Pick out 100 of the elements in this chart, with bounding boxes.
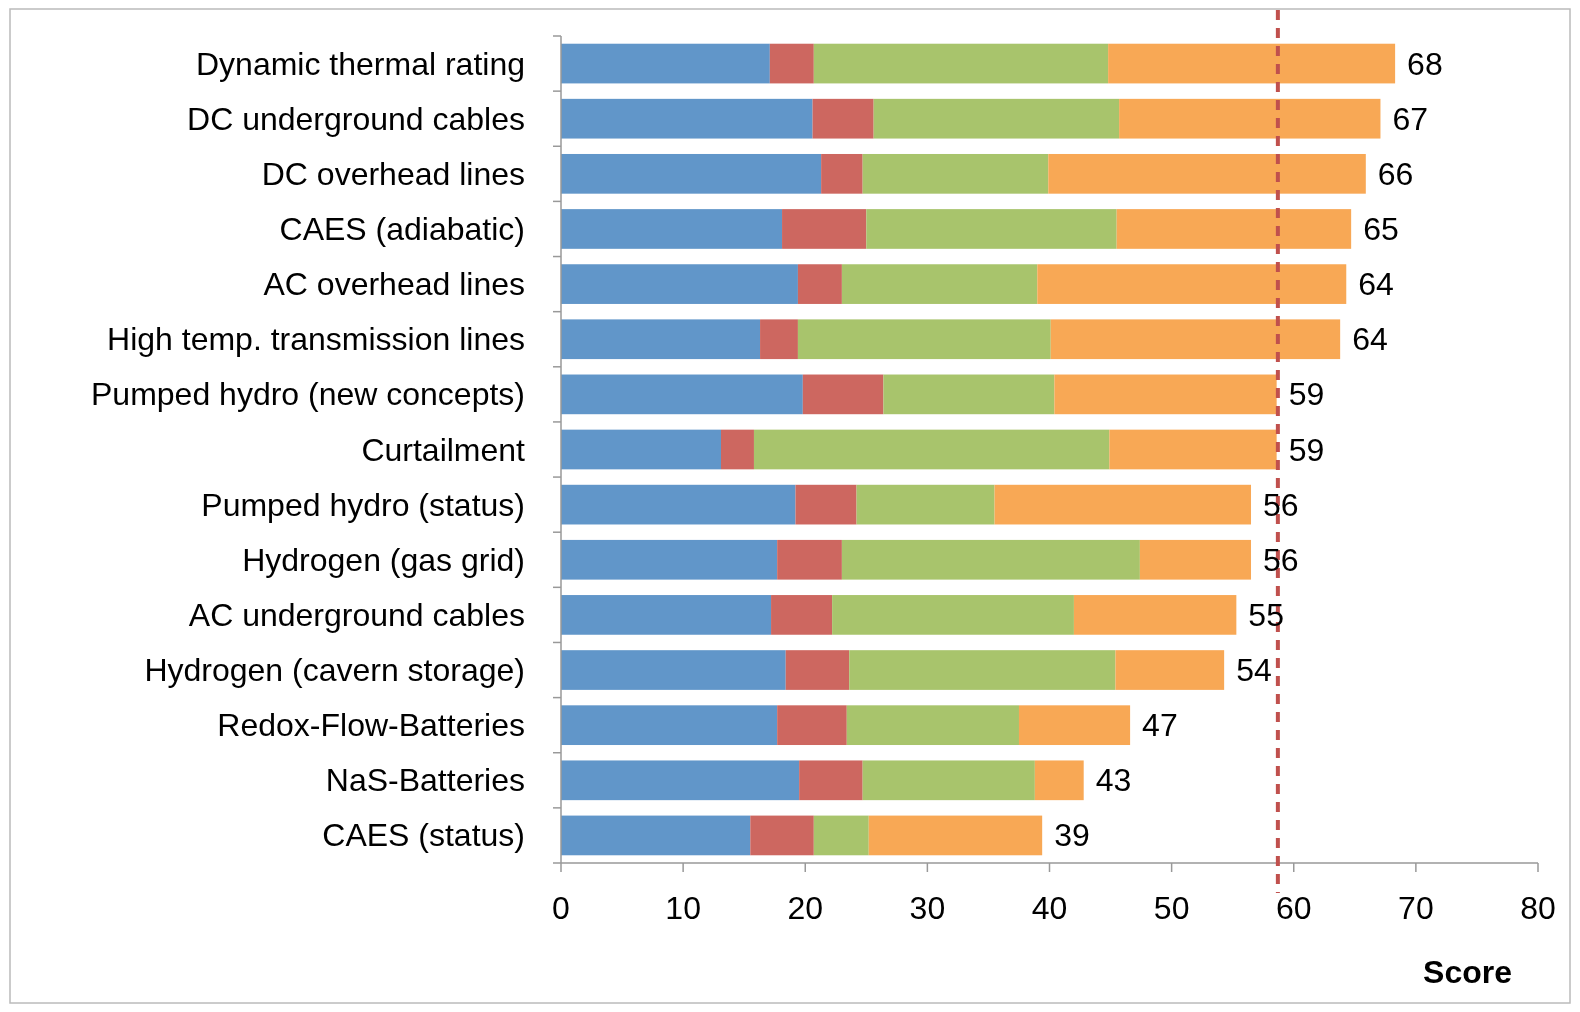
bar bbox=[862, 760, 1035, 801]
bar bbox=[561, 153, 822, 194]
total-label: 55 bbox=[1248, 596, 1284, 633]
x-axis-title: Score bbox=[1423, 954, 1512, 990]
total-label: 67 bbox=[1392, 100, 1429, 137]
bar bbox=[797, 264, 842, 304]
bar bbox=[561, 319, 761, 360]
bar bbox=[799, 760, 863, 801]
x-tick-label: 10 bbox=[665, 890, 701, 926]
bar bbox=[883, 374, 1055, 415]
total-label: 54 bbox=[1236, 652, 1272, 689]
bar bbox=[760, 319, 798, 360]
x-tick-label: 80 bbox=[1520, 890, 1556, 926]
bar bbox=[813, 43, 1109, 84]
bar bbox=[782, 209, 867, 249]
bar bbox=[797, 319, 1051, 360]
bar bbox=[1109, 429, 1277, 470]
bar bbox=[841, 539, 1140, 580]
bar bbox=[561, 429, 721, 470]
y-tick-label: Pumped hydro (status) bbox=[201, 486, 525, 523]
total-label: 56 bbox=[1263, 486, 1299, 523]
bar bbox=[561, 760, 800, 801]
x-tick-label: 20 bbox=[787, 890, 824, 926]
bar bbox=[561, 815, 751, 856]
bar bbox=[561, 484, 796, 525]
y-tick-label: Dynamic thermal rating bbox=[196, 45, 525, 82]
total-label: 47 bbox=[1142, 707, 1178, 744]
bar bbox=[821, 153, 863, 194]
bar bbox=[1054, 374, 1277, 415]
x-tick-label: 50 bbox=[1153, 890, 1190, 926]
total-label: 64 bbox=[1352, 321, 1388, 358]
total-label: 39 bbox=[1054, 817, 1090, 854]
x-tick-label: 60 bbox=[1275, 890, 1312, 926]
bar bbox=[1115, 650, 1225, 690]
total-label: 59 bbox=[1288, 376, 1325, 413]
bar bbox=[720, 429, 754, 470]
bar bbox=[862, 153, 1049, 194]
bar bbox=[856, 484, 995, 525]
bar bbox=[994, 484, 1252, 525]
y-tick-label: Hydrogen (gas grid) bbox=[242, 541, 525, 578]
total-label: 66 bbox=[1377, 155, 1414, 192]
y-tick-label: CAES (adiabatic) bbox=[279, 210, 525, 247]
y-tick-label: DC underground cables bbox=[187, 100, 525, 137]
bar bbox=[561, 705, 778, 746]
bar bbox=[777, 705, 847, 746]
bar bbox=[561, 539, 778, 580]
bar bbox=[1119, 98, 1381, 139]
total-label: 65 bbox=[1363, 210, 1399, 247]
y-tick-label: Redox-Flow-Batteries bbox=[217, 707, 525, 744]
bar bbox=[561, 209, 783, 249]
bar bbox=[1048, 153, 1366, 194]
total-label: 68 bbox=[1407, 45, 1443, 82]
total-label: 59 bbox=[1288, 431, 1325, 468]
bar bbox=[561, 43, 770, 84]
bar bbox=[785, 650, 850, 690]
y-tick-label: Pumped hydro (new concepts) bbox=[91, 376, 525, 413]
bar bbox=[846, 705, 1019, 746]
total-label: 43 bbox=[1095, 762, 1132, 799]
bar bbox=[750, 815, 814, 856]
x-tick-label: 40 bbox=[1031, 890, 1068, 926]
bar bbox=[1034, 760, 1084, 801]
bar bbox=[1050, 319, 1341, 360]
bar bbox=[561, 98, 813, 139]
y-tick-label: AC underground cables bbox=[188, 596, 525, 633]
bar bbox=[868, 815, 1043, 856]
bar bbox=[1116, 209, 1352, 249]
bar bbox=[1108, 43, 1396, 84]
bar bbox=[771, 595, 833, 635]
y-tick-label: High temp. transmission lines bbox=[107, 321, 525, 358]
bar bbox=[832, 595, 1074, 635]
y-tick-label: Hydrogen (cavern storage) bbox=[144, 652, 525, 689]
y-tick-label: NaS-Batteries bbox=[325, 762, 525, 799]
x-tick-label: 70 bbox=[1398, 890, 1434, 926]
total-label: 64 bbox=[1358, 266, 1394, 303]
bar bbox=[769, 43, 814, 84]
bar bbox=[1139, 539, 1251, 580]
bar bbox=[1073, 595, 1237, 635]
bar bbox=[561, 595, 772, 635]
bar bbox=[812, 98, 874, 139]
bar bbox=[795, 484, 857, 525]
y-tick-label: DC overhead lines bbox=[261, 155, 525, 192]
x-tick-label: 0 bbox=[552, 890, 570, 926]
bar bbox=[873, 98, 1120, 139]
y-tick-label: Curtailment bbox=[361, 431, 526, 468]
bar bbox=[813, 815, 869, 856]
bar bbox=[753, 429, 1110, 470]
x-tick-label: 30 bbox=[909, 890, 946, 926]
total-label: 56 bbox=[1263, 541, 1299, 578]
bar bbox=[561, 650, 786, 690]
bar bbox=[849, 650, 1116, 690]
bar bbox=[1037, 264, 1347, 304]
y-tick-label: CAES (status) bbox=[322, 817, 525, 854]
y-tick-label: AC overhead lines bbox=[263, 266, 525, 303]
bar bbox=[777, 539, 842, 580]
bar bbox=[841, 264, 1038, 304]
bar bbox=[561, 374, 803, 415]
bar bbox=[866, 209, 1117, 249]
bar bbox=[1018, 705, 1131, 746]
bar bbox=[561, 264, 798, 304]
bar bbox=[802, 374, 884, 415]
